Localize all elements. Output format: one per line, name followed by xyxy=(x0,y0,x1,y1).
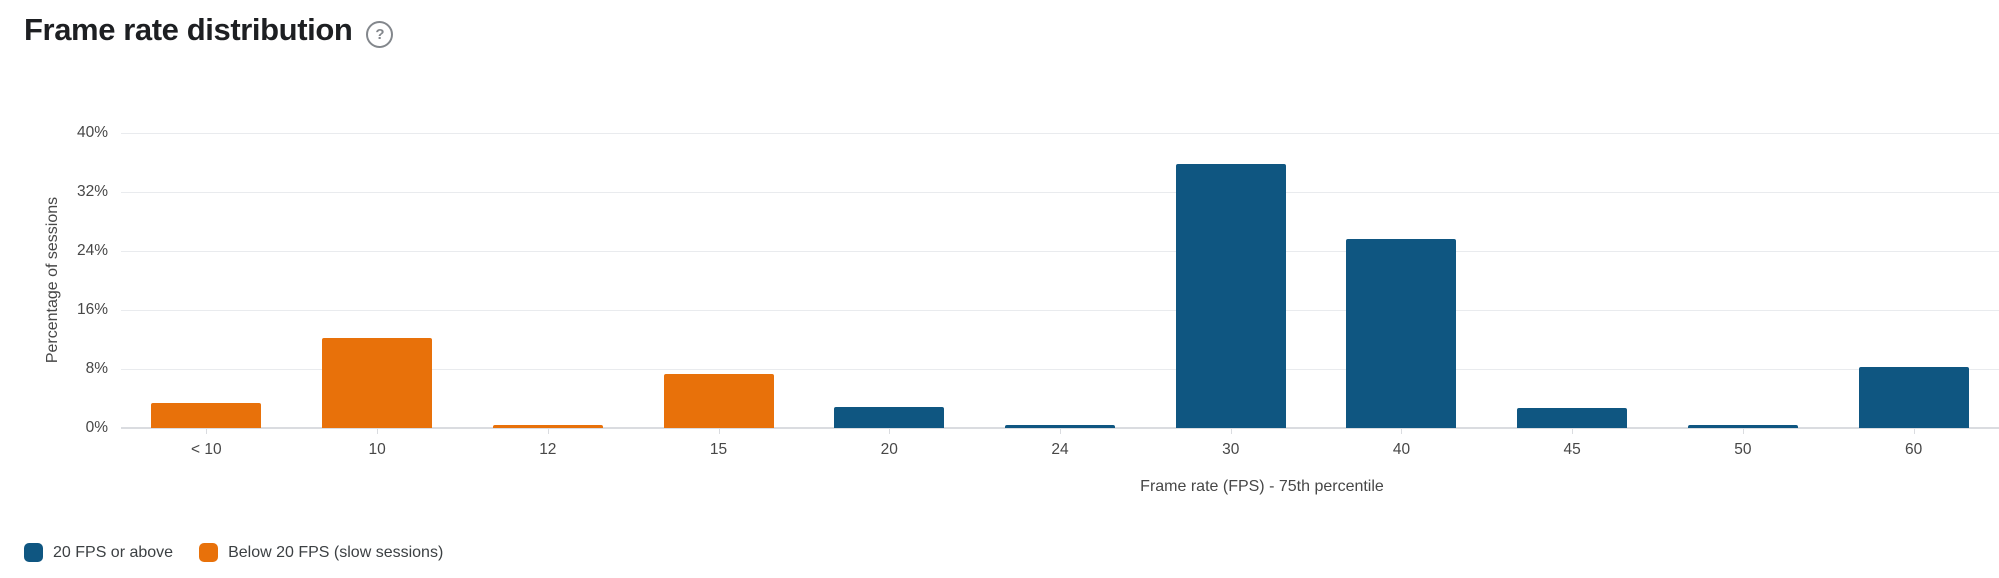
bar-20[interactable] xyxy=(834,406,945,428)
gridline xyxy=(121,192,1999,193)
legend-item: 20 FPS or above xyxy=(24,543,173,562)
legend-item: Below 20 FPS (slow sessions) xyxy=(199,543,443,562)
x-tick-label: 20 xyxy=(880,441,898,458)
x-axis-tick xyxy=(377,429,379,434)
legend-swatch-icon xyxy=(24,543,43,562)
x-axis-title: Frame rate (FPS) - 75th percentile xyxy=(1140,478,1384,495)
bar-15[interactable] xyxy=(663,374,774,428)
x-axis-tick xyxy=(889,429,891,434)
x-tick-label: < 10 xyxy=(191,441,222,458)
help-icon[interactable]: ? xyxy=(366,20,394,48)
x-axis-tick xyxy=(1401,429,1403,434)
bar-40[interactable] xyxy=(1346,239,1457,428)
legend: 20 FPS or above Below 20 FPS (slow sessio… xyxy=(24,543,443,562)
x-axis-tick xyxy=(1742,429,1744,434)
bar-50[interactable] xyxy=(1687,425,1798,428)
bar-12[interactable] xyxy=(492,425,603,428)
bar-24[interactable] xyxy=(1005,425,1115,428)
legend-label: 20 FPS or above xyxy=(53,543,174,561)
x-axis-tick xyxy=(718,429,720,434)
x-tick-label: 50 xyxy=(1734,441,1752,458)
y-tick-label: 32% xyxy=(76,183,108,200)
x-tick-label: 40 xyxy=(1392,441,1411,458)
x-tick-label: 10 xyxy=(368,441,386,458)
y-tick-label: 24% xyxy=(76,242,108,259)
y-tick-label: 40% xyxy=(76,124,108,141)
bar-30[interactable] xyxy=(1175,163,1286,428)
bar-10[interactable] xyxy=(151,402,262,428)
x-tick-label: 45 xyxy=(1563,441,1581,458)
legend-label: Below 20 FPS (slow sessions) xyxy=(228,543,444,561)
x-axis-tick xyxy=(1060,429,1061,434)
y-axis-tick-labels: 0% 8% 16% 24% 32% 40% xyxy=(0,124,108,436)
x-tick-label: 60 xyxy=(1905,441,1923,458)
gridline xyxy=(121,310,1999,311)
x-axis-line xyxy=(121,427,1999,429)
x-axis-tick xyxy=(1230,429,1232,434)
chart-header: Frame rate distribution ? xyxy=(24,8,394,52)
x-axis-tick xyxy=(206,429,208,434)
x-axis-tick xyxy=(1572,429,1574,434)
y-tick-label: 8% xyxy=(85,360,108,377)
bar-45[interactable] xyxy=(1517,408,1628,428)
y-tick-label: 0% xyxy=(85,419,108,436)
y-tick-label: 16% xyxy=(76,301,108,318)
gridline xyxy=(121,133,1999,134)
gridline xyxy=(121,251,1999,252)
legend-swatch-icon xyxy=(199,543,219,562)
plot-area xyxy=(121,133,1999,434)
x-axis-tick xyxy=(1913,429,1915,434)
bar-60[interactable] xyxy=(1858,366,1969,428)
x-tick-label: 12 xyxy=(539,441,557,458)
page-title: Frame rate distribution xyxy=(24,12,353,47)
x-axis-tick xyxy=(547,429,549,434)
x-tick-label: 15 xyxy=(709,441,728,458)
x-tick-label: 30 xyxy=(1222,441,1240,458)
x-tick-label: 24 xyxy=(1051,441,1069,458)
x-axis-tick-labels: < 10 10 12 15 20 24 30 40 45 50 60 xyxy=(121,428,1999,468)
gridline xyxy=(121,369,1999,370)
bar-10[interactable] xyxy=(322,338,433,428)
